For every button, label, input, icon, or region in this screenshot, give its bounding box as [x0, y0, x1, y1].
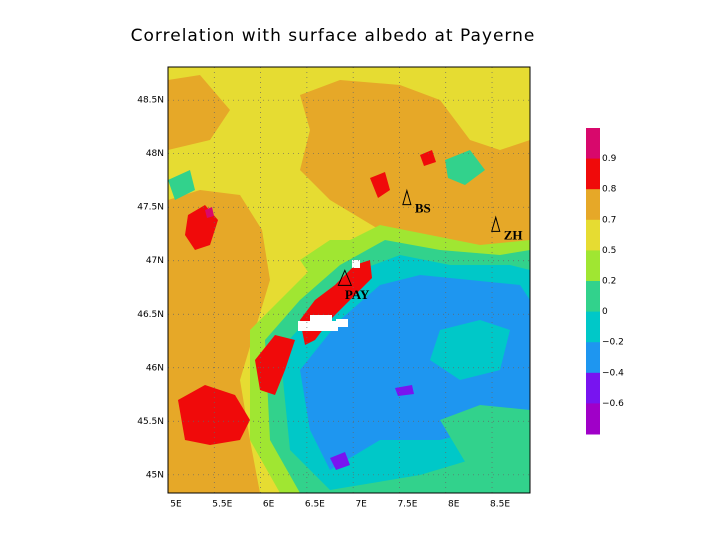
colorbar-segment: [586, 372, 600, 404]
lat-tick-label: 45N: [146, 470, 164, 480]
colorbar-segment: [586, 189, 600, 221]
contour-region: [205, 207, 214, 218]
lon-tick-label: 8E: [448, 500, 460, 510]
lon-tick-label: 6E: [263, 500, 275, 510]
missing-data: [336, 319, 348, 327]
title: Correlation with surface albedo at Payer…: [131, 26, 536, 46]
station-marker: [402, 188, 412, 206]
colorbar-label: 0.9: [602, 154, 617, 164]
missing-data: [298, 321, 338, 331]
lon-tick-label: 7E: [355, 500, 367, 510]
colorbar-label: −0.6: [602, 399, 624, 409]
contour-region: [430, 320, 510, 380]
colorbar-segment: [586, 311, 600, 343]
lon-tick-label: 5E: [170, 500, 182, 510]
lon-tick-label: 7.5E: [397, 500, 417, 510]
contour-region: [168, 75, 230, 150]
lat-tick-label: 45.5N: [137, 417, 164, 427]
contour-region: [440, 405, 530, 470]
colorbar-label: 0.2: [602, 277, 616, 287]
contour-region: [330, 452, 350, 470]
colorbar-label: 0.5: [602, 246, 616, 256]
colorbar-segment: [586, 158, 600, 190]
overlay: 45N 45.5N 46N 46.5N 47N 47.5N 48N 48.5N 5E 5.5E 6E…: [137, 66, 624, 510]
colorbar-segment: [586, 250, 600, 282]
lon-tick-label: 6.5E: [305, 500, 325, 510]
lat-tick-label: 48N: [146, 149, 164, 159]
colorbar-label: 0.7: [602, 215, 616, 225]
contour-region: [168, 170, 195, 200]
colorbar-segment: [586, 403, 600, 435]
lon-tick-label: 5.5E: [212, 500, 232, 510]
lat-tick-label: 47.5N: [137, 203, 164, 213]
colorbar-segment: [586, 128, 600, 160]
station-marker: [337, 269, 353, 286]
lat-tick-label: 46.5N: [137, 310, 164, 320]
colorbar-label: −0.2: [602, 338, 624, 348]
colorbar-label: −0.4: [602, 368, 624, 378]
contour-region: [255, 335, 295, 395]
station-label: ZH: [504, 227, 523, 242]
colorbar-label: 0.8: [602, 185, 617, 195]
missing-data: [352, 260, 360, 268]
contour-field: [168, 67, 530, 493]
lon-tick-label: 8.5E: [490, 500, 510, 510]
contour-region: [300, 240, 350, 275]
station-marker: [491, 215, 501, 232]
colorbar-label: 0: [602, 307, 608, 317]
lat-tick-label: 46N: [146, 363, 164, 373]
missing-data: [310, 315, 332, 321]
contour-region: [178, 385, 250, 445]
lat-tick-label: 47N: [146, 256, 164, 266]
contour-region: [300, 80, 530, 250]
colorbar-segment: [586, 342, 600, 374]
contour-region: [445, 150, 485, 185]
lat-tick-label: 48.5N: [137, 96, 164, 106]
station-label: PAY: [345, 287, 370, 302]
colorbar-segment: [586, 281, 600, 313]
colorbar-segment: [586, 219, 600, 251]
contour-region: [370, 172, 390, 198]
station-label: BS: [415, 201, 431, 216]
map-frame: [167, 66, 531, 494]
